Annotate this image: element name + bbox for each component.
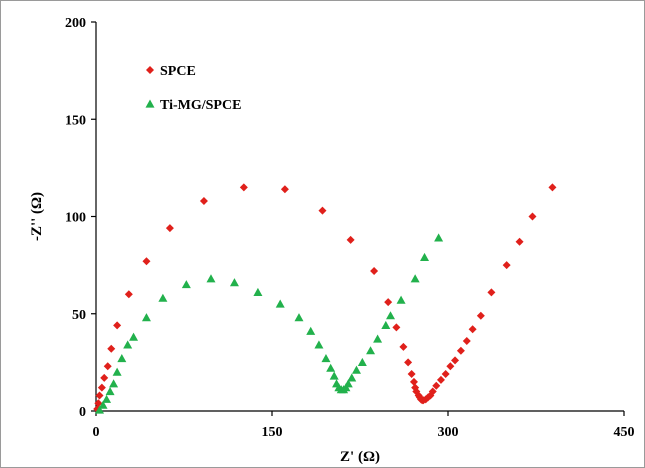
data-point (158, 293, 168, 302)
data-point (94, 399, 103, 408)
data-point (239, 183, 248, 192)
data-point (181, 280, 191, 289)
data-point (515, 237, 524, 246)
data-point (165, 224, 174, 233)
axes (95, 22, 624, 412)
data-point (206, 274, 216, 283)
data-marks (93, 183, 557, 414)
x-tick-label: 300 (438, 425, 459, 440)
legend-marker (145, 99, 155, 108)
x-tick-label: 0 (93, 425, 100, 440)
data-point (326, 363, 336, 372)
y-tick-label: 200 (65, 16, 86, 31)
data-point (103, 362, 112, 371)
data-point (105, 387, 115, 396)
y-tick-label: 0 (79, 405, 86, 420)
data-point (370, 266, 379, 275)
legend-label: SPCE (160, 64, 196, 79)
data-point (98, 400, 108, 409)
data-point (142, 257, 151, 266)
data-point (386, 311, 396, 320)
data-point (102, 394, 112, 403)
data-point (129, 332, 139, 341)
data-point (95, 405, 105, 414)
data-point (113, 321, 122, 330)
data-point (436, 375, 445, 384)
data-point (420, 252, 430, 261)
x-axis-title: Z' (Ω) (340, 449, 380, 465)
data-point (476, 311, 485, 320)
data-point (100, 373, 109, 382)
data-point (253, 287, 263, 296)
data-point (314, 340, 324, 349)
data-point (346, 235, 355, 244)
data-point (351, 365, 361, 374)
data-point (318, 206, 327, 215)
data-point (123, 340, 133, 349)
data-point (392, 323, 401, 332)
data-point (468, 325, 477, 334)
y-axis-title: -Z'' (Ω) (29, 192, 45, 241)
data-point (428, 387, 437, 396)
data-point (280, 185, 289, 194)
data-point (366, 346, 376, 355)
data-point (112, 367, 122, 376)
data-point (343, 379, 353, 388)
data-point (329, 371, 339, 380)
data-point (487, 288, 496, 297)
data-point (124, 290, 133, 299)
data-point (409, 377, 418, 386)
data-point (373, 334, 383, 343)
data-point (306, 326, 316, 335)
legend-label: Ti-MG/SPCE (160, 98, 241, 113)
data-point (141, 313, 151, 322)
data-point (229, 278, 239, 287)
legend: SPCE Ti-MG/SPCE (145, 64, 241, 113)
data-point (404, 358, 413, 367)
data-point (548, 183, 557, 192)
data-point (357, 357, 367, 366)
data-point (95, 391, 104, 400)
y-tick-label: 100 (65, 211, 86, 226)
legend-marker (146, 66, 154, 74)
data-point (321, 353, 331, 363)
data-point (396, 295, 406, 304)
data-point (502, 261, 511, 270)
data-point (381, 320, 391, 330)
data-point (117, 353, 127, 363)
ticks: 0 50 100 150 200 0 150 300 450 (65, 16, 635, 440)
data-point (199, 196, 208, 205)
data-point (107, 344, 116, 353)
data-point (399, 342, 408, 351)
data-point (384, 298, 393, 307)
data-point (432, 381, 441, 390)
data-point (441, 370, 450, 379)
data-point (528, 212, 537, 221)
y-tick-label: 150 (65, 113, 86, 128)
data-point (434, 233, 444, 242)
data-point (410, 274, 420, 283)
data-point (275, 299, 285, 308)
data-point (407, 370, 416, 379)
data-point (446, 362, 455, 371)
data-point (109, 379, 119, 388)
data-point (462, 336, 471, 345)
y-tick-label: 50 (72, 308, 86, 323)
data-point (451, 356, 460, 365)
data-point (97, 383, 106, 392)
x-tick-label: 150 (262, 425, 283, 440)
x-tick-label: 450 (614, 425, 635, 440)
series-1 (95, 233, 444, 414)
data-point (294, 313, 304, 322)
data-point (456, 346, 465, 355)
data-point (347, 373, 357, 382)
